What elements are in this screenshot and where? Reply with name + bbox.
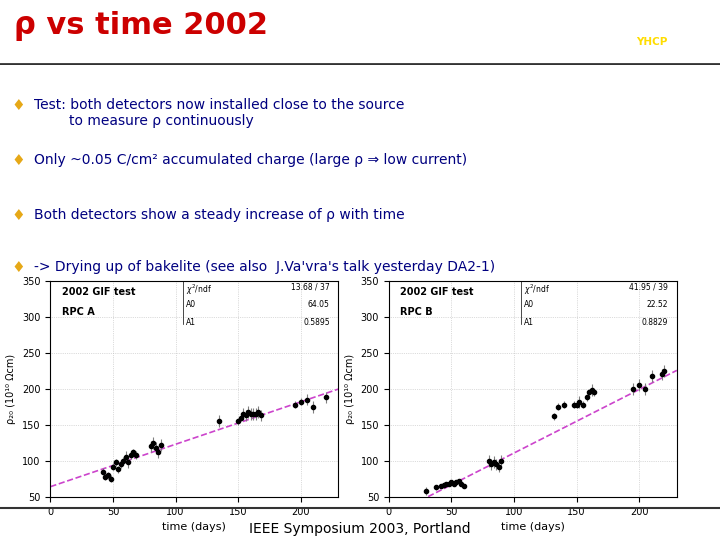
Text: 22.52: 22.52	[647, 300, 668, 309]
Text: IEEE Symposium 2003, Portland: IEEE Symposium 2003, Portland	[249, 522, 471, 536]
Text: Both detectors show a steady increase of ρ with time: Both detectors show a steady increase of…	[34, 208, 405, 222]
Text: 0.5895: 0.5895	[303, 318, 330, 327]
Text: RPC B: RPC B	[400, 307, 433, 317]
Text: A1: A1	[524, 318, 534, 327]
Text: A0: A0	[524, 300, 534, 309]
Text: A0: A0	[186, 300, 196, 309]
Text: ♦: ♦	[12, 260, 24, 275]
Text: -> Drying up of bakelite (see also  J.Va'vra's talk yesterday DA2-1): -> Drying up of bakelite (see also J.Va'…	[34, 260, 495, 274]
Text: $\chi^2$/ndf: $\chi^2$/ndf	[524, 283, 550, 298]
X-axis label: time (days): time (days)	[163, 522, 226, 532]
Text: RPC A: RPC A	[62, 307, 94, 317]
Text: 0.8829: 0.8829	[642, 318, 668, 327]
Text: A1: A1	[186, 318, 196, 327]
Text: Only ~0.05 C/cm² accumulated charge (large ρ ⇒ low current): Only ~0.05 C/cm² accumulated charge (lar…	[34, 153, 467, 167]
Text: 13.68 / 37: 13.68 / 37	[291, 283, 330, 292]
Y-axis label: ρ₂₀ (10¹⁰ Ωcm): ρ₂₀ (10¹⁰ Ωcm)	[345, 354, 355, 424]
Text: $\chi^2$/ndf: $\chi^2$/ndf	[186, 283, 212, 298]
Text: ♦: ♦	[12, 208, 24, 224]
Text: 41.95 / 39: 41.95 / 39	[629, 283, 668, 292]
Text: LHCb: LHCb	[635, 17, 668, 27]
Text: Test: both detectors now installed close to the source
        to measure ρ cont: Test: both detectors now installed close…	[34, 98, 404, 128]
Text: 2002 GIF test: 2002 GIF test	[400, 287, 474, 298]
Text: YHCP: YHCP	[636, 37, 667, 48]
Text: 2002 GIF test: 2002 GIF test	[62, 287, 135, 298]
Text: 64.05: 64.05	[308, 300, 330, 309]
Text: ♦: ♦	[12, 98, 24, 113]
Text: ♦: ♦	[12, 153, 24, 168]
X-axis label: time (days): time (days)	[501, 522, 564, 532]
Y-axis label: ρ₂₀ (10¹⁰ Ωcm): ρ₂₀ (10¹⁰ Ωcm)	[6, 354, 17, 424]
Text: ρ vs time 2002: ρ vs time 2002	[14, 11, 269, 41]
